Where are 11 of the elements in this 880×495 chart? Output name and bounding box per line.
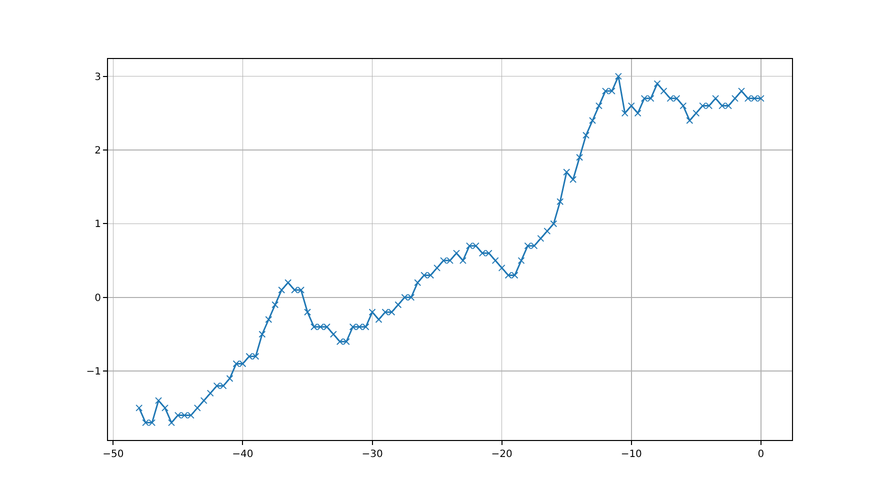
y-tick-label: 2 <box>94 146 101 157</box>
y-tick-label: 3 <box>94 72 101 83</box>
x-tick-label: −30 <box>362 449 383 460</box>
y-tick-label: 1 <box>94 219 101 230</box>
x-tick-label: −40 <box>232 449 254 460</box>
x-tick-label: −50 <box>102 449 124 460</box>
y-tick-label: 0 <box>94 292 101 304</box>
x-tick-label: −10 <box>620 449 642 460</box>
y-tick-label: −1 <box>86 366 101 378</box>
x-tick-label: 0 <box>758 449 764 460</box>
x-tick-label: −20 <box>491 449 512 460</box>
